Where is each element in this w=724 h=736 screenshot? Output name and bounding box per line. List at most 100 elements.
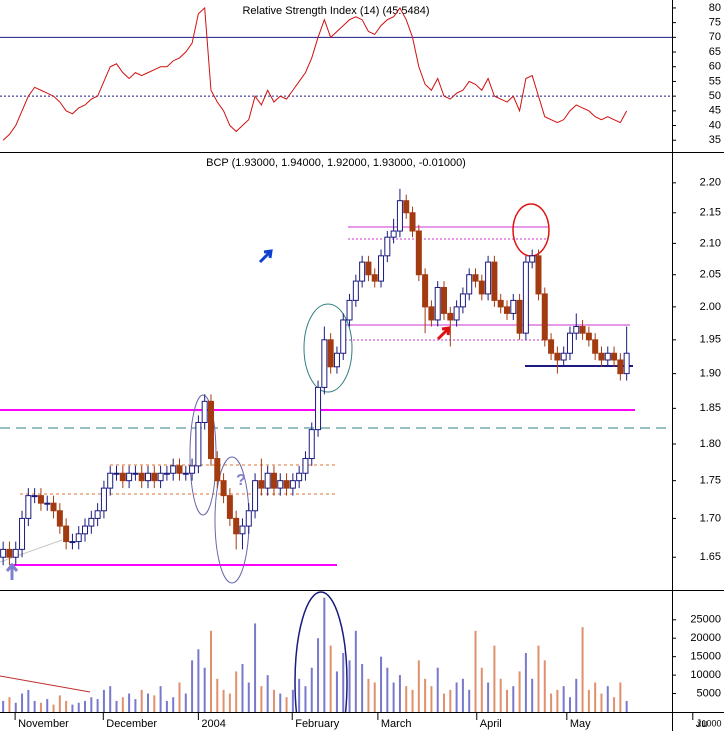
volume-bar [33, 700, 36, 712]
y-tick-label: 2.15 [700, 207, 721, 219]
drawings: ? [0, 203, 672, 584]
y-tick-label: 25000 [690, 614, 721, 626]
volume-bar [254, 623, 257, 712]
volume-bar [430, 686, 433, 712]
y-tick-label: 75 [709, 17, 721, 29]
candle-body [214, 458, 221, 482]
volume-bar [8, 697, 11, 712]
candle-body [510, 299, 517, 314]
candle-body [132, 472, 139, 475]
candle-body [56, 510, 63, 527]
y-tick-label: 80 [709, 2, 721, 14]
volume-bar [58, 695, 61, 712]
volume-bar [304, 686, 307, 712]
volume-bar [241, 664, 244, 712]
volume-bar [172, 697, 175, 712]
candle-body [403, 200, 410, 214]
volume-bar [291, 689, 294, 712]
y-tick-label: 1.80 [700, 438, 721, 450]
volume-bar [109, 686, 112, 712]
volume-bar [537, 645, 540, 712]
y-tick-label: 2.00 [700, 301, 721, 313]
volume-bar [285, 697, 288, 712]
x-tick-label: Ju [696, 718, 708, 730]
volume-bar [247, 682, 250, 712]
volume-bar [203, 667, 206, 712]
candle-body [25, 495, 32, 519]
y-tick-label: 50 [709, 90, 721, 102]
volume-bar [550, 693, 553, 712]
volume-bar [65, 700, 68, 712]
candle-body [126, 472, 133, 482]
candle-body [207, 400, 214, 460]
y-tick-label: 20000 [690, 632, 721, 644]
candle-body [12, 548, 19, 558]
volume-bar [499, 678, 502, 712]
volume-bar [556, 689, 559, 712]
candle-body [516, 299, 523, 334]
y-tick-label: 55 [709, 75, 721, 87]
ellipse [189, 394, 217, 516]
candle-body [233, 517, 240, 535]
candle-body [592, 339, 599, 354]
candle-body [252, 480, 259, 512]
volume-bar [272, 689, 275, 712]
candle-body [277, 480, 284, 489]
volume-bar [455, 682, 458, 712]
volume-bar [235, 671, 238, 712]
volume-bar [587, 689, 590, 712]
volume-bar [323, 597, 326, 712]
volume-bar [27, 689, 30, 712]
y-tick-label: 40 [709, 119, 721, 131]
candle-body [352, 280, 359, 301]
y-tick-label: 35 [709, 134, 721, 146]
volume-bar [216, 678, 219, 712]
volume-bar [392, 682, 395, 712]
candle-body [422, 274, 429, 308]
volume-bar [354, 630, 357, 712]
candle-body [566, 332, 573, 354]
candle-body [447, 312, 454, 321]
candle-body [151, 472, 158, 482]
candle-body [378, 255, 385, 282]
candle-body [497, 299, 504, 308]
candle-body [359, 261, 366, 282]
volume-bar [594, 682, 597, 712]
candle-body [245, 510, 252, 527]
candle-body [264, 472, 271, 489]
volume-bar [329, 645, 332, 712]
volume-bar [46, 699, 49, 712]
volume-bar [115, 700, 118, 712]
volume-bar [543, 660, 546, 712]
candle-body [69, 541, 76, 544]
candle-body [145, 472, 152, 482]
volume-bar [417, 660, 420, 712]
candle-body [0, 548, 7, 558]
candle-body [459, 293, 466, 308]
candle-body [604, 352, 611, 361]
candle-body [6, 548, 13, 558]
volume-bar [2, 700, 5, 712]
volume-bar [512, 686, 515, 712]
candle-body [428, 306, 435, 321]
volume-bar [411, 689, 414, 712]
unit-note: x1000 [697, 718, 722, 728]
volume-bar [625, 700, 628, 712]
candle-body [560, 352, 567, 361]
volume-bar [266, 675, 269, 712]
unit-box [694, 718, 724, 730]
volume-bar [140, 689, 143, 712]
volume-bar [398, 675, 401, 712]
arrow [436, 326, 451, 341]
volume-bar [335, 671, 338, 712]
candle-body [485, 261, 492, 295]
volume-bar [468, 689, 471, 712]
candle-body [315, 386, 322, 431]
candle-body [573, 326, 580, 334]
candle-body [472, 274, 479, 282]
volume-bar [153, 695, 156, 712]
x-tick-label: March [381, 718, 412, 730]
candle-body [340, 319, 347, 354]
volume-bar [461, 678, 464, 712]
candle-body [270, 472, 277, 489]
